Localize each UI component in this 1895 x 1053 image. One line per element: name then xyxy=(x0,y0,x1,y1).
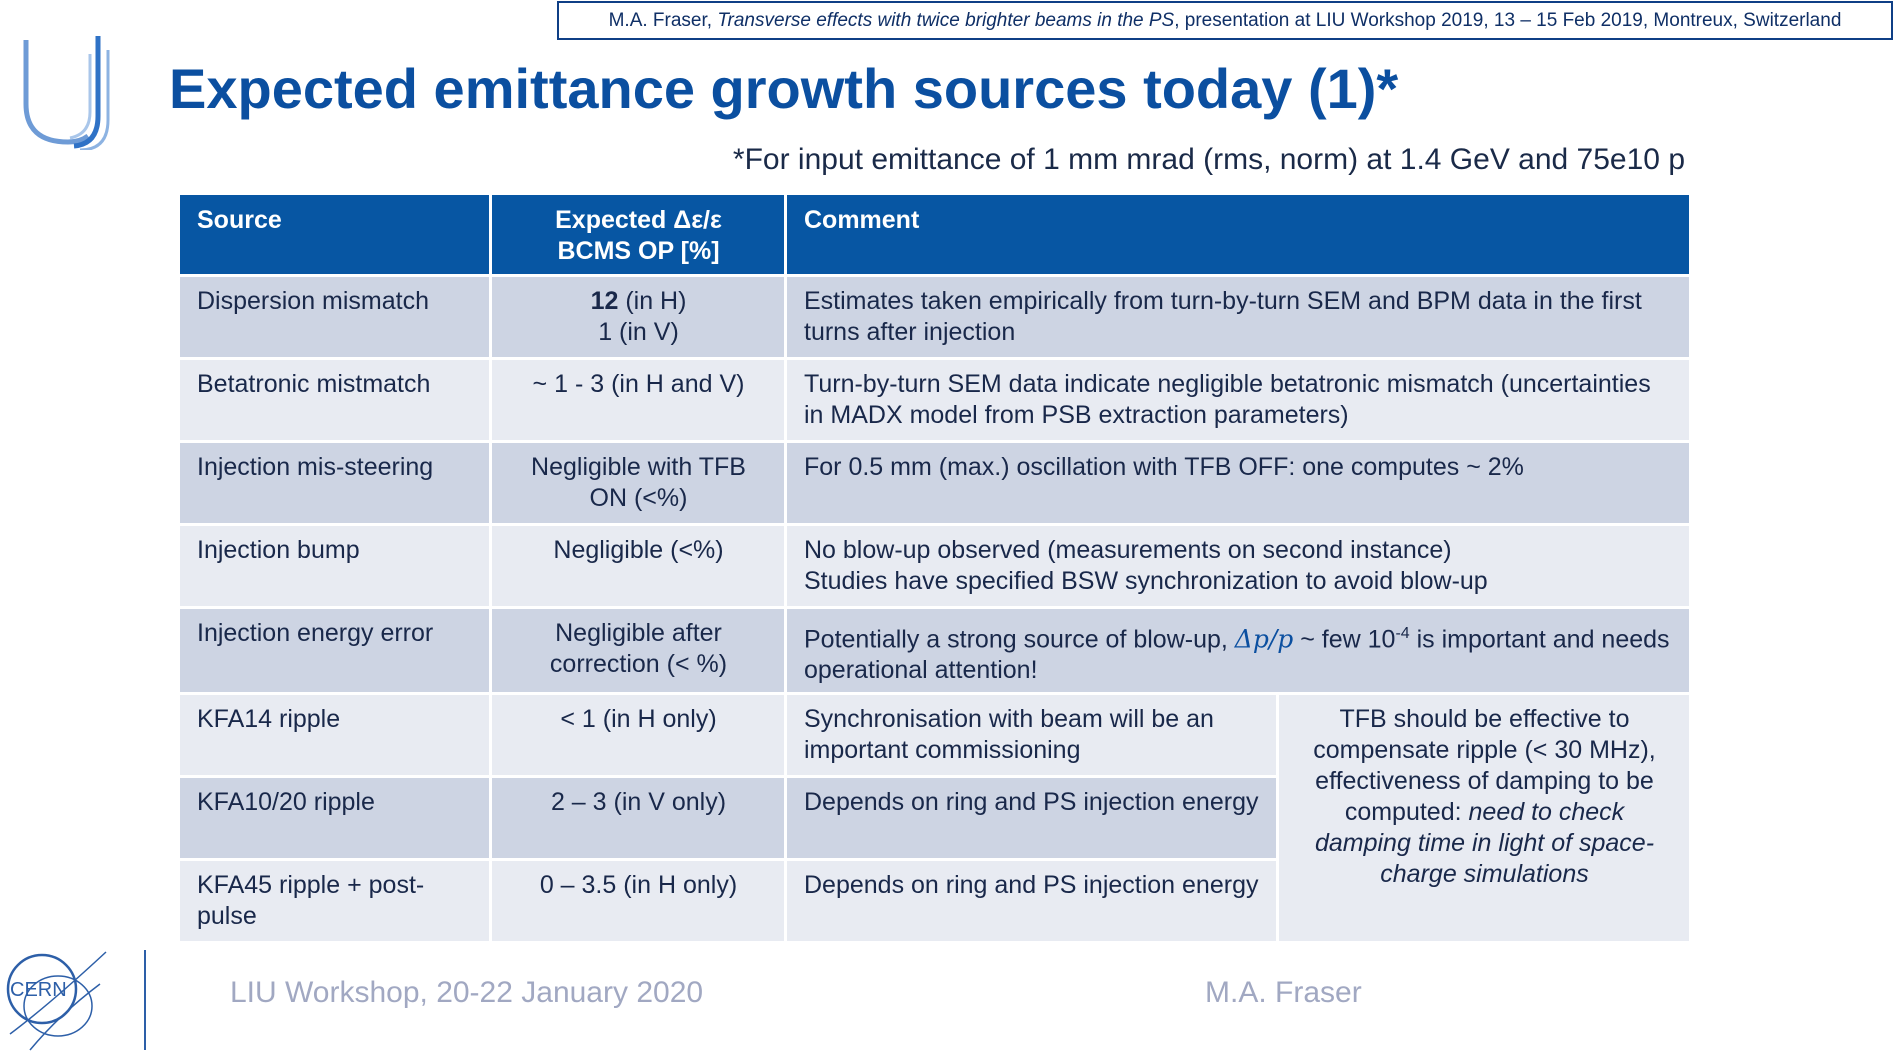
table-row: Injection energy error Negligible after … xyxy=(177,605,1693,696)
row-comment-post: is important and needs operational atten… xyxy=(804,625,1670,685)
table-row: Dispersion mismatch 12 (in H) 1 (in V) E… xyxy=(177,274,1693,360)
row-comment: For 0.5 mm (max.) oscillation with TFB O… xyxy=(783,440,1693,526)
footer-divider xyxy=(144,950,146,1050)
row-expected: < 1 (in H only) xyxy=(489,692,787,779)
row-expected-rest: (in H) xyxy=(618,287,687,315)
header-source: Source xyxy=(177,192,492,277)
row-expected: Negligible (<%) xyxy=(489,523,787,609)
row-source: Dispersion mismatch xyxy=(177,274,492,360)
row-expected: Negligible after correction (< %) xyxy=(489,605,787,696)
emittance-sources-table: Source Expected Δε/ε BCMS OP [%] Comment… xyxy=(177,192,1693,945)
header-expected-line2: BCMS OP [%] xyxy=(557,237,720,265)
row-comment: Estimates taken empirically from turn-by… xyxy=(783,274,1693,360)
cern-logo-text: CERN xyxy=(10,979,67,1001)
row-source: KFA14 ripple xyxy=(177,692,492,779)
reference-citation-box: M.A. Fraser, Transverse effects with twi… xyxy=(557,1,1893,40)
table-row: KFA14 ripple < 1 (in H only) Synchronisa… xyxy=(177,692,1693,945)
footer-author: M.A. Fraser xyxy=(1205,976,1362,1009)
row-comment: Depends on ring and PS injection energy xyxy=(784,858,1279,945)
row-expected: 0 – 3.5 (in H only) xyxy=(489,858,787,945)
row-comment: Turn-by-turn SEM data indicate negligibl… xyxy=(783,357,1693,443)
reference-rest: , presentation at LIU Workshop 2019, 13 … xyxy=(1174,10,1842,31)
merged-comment-italic: need to check damping time in light of s… xyxy=(1314,798,1655,889)
row-comment-math: Δp/p xyxy=(1234,624,1294,654)
header-expected: Expected Δε/ε BCMS OP [%] xyxy=(489,192,787,277)
row-source: Injection mis-steering xyxy=(177,440,492,526)
row-source: Betatronic mistmatch xyxy=(177,357,492,443)
row-expected-bold: 12 xyxy=(590,287,619,315)
table-row: KFA10/20 ripple 2 – 3 (in V only) Depend… xyxy=(177,775,1691,862)
row-source: Injection bump xyxy=(177,523,492,609)
row-comment-pre: Potentially a strong source of blow-up, xyxy=(804,625,1235,654)
row-expected-line2: 1 (in V) xyxy=(598,318,679,346)
row-comment-mid: ~ few 10 xyxy=(1293,625,1396,654)
footer-event: LIU Workshop, 20-22 January 2020 xyxy=(230,976,704,1009)
row-comment: Synchronisation with beam will be an imp… xyxy=(784,692,1279,779)
row-source: Injection energy error xyxy=(177,605,492,696)
row-comment: Potentially a strong source of blow-up, … xyxy=(783,605,1693,696)
table-row: Betatronic mistmatch ~ 1 - 3 (in H and V… xyxy=(177,357,1693,443)
header-expected-line1: Expected Δε/ε xyxy=(555,206,722,234)
table-row: Injection bump Negligible (<%) No blow-u… xyxy=(177,523,1693,609)
row-expected: Negligible with TFB ON (<%) xyxy=(489,440,787,526)
reference-talk-title: Transverse effects with twice brighter b… xyxy=(717,10,1175,31)
row-expected: 2 – 3 (in V only) xyxy=(489,775,787,862)
merged-ripple-comment: TFB should be effective to compensate ri… xyxy=(1275,692,1693,945)
row-comment-line1: No blow-up observed (measurements on sec… xyxy=(804,536,1452,564)
row-comment-sup: -4 xyxy=(1395,625,1410,642)
row-expected: ~ 1 - 3 (in H and V) xyxy=(489,357,787,443)
page-title: Expected emittance growth sources today … xyxy=(169,57,1399,120)
page-subtitle: *For input emittance of 1 mm mrad (rms, … xyxy=(732,143,1685,176)
row-comment: No blow-up observed (measurements on sec… xyxy=(783,523,1693,609)
liu-logo-icon xyxy=(23,36,110,150)
row-comment-line2: Studies have specified BSW synchronizati… xyxy=(804,567,1488,595)
table-row: KFA45 ripple + post-pulse 0 – 3.5 (in H … xyxy=(177,858,1691,945)
merged-comment-plain: TFB should be effective to compensate ri… xyxy=(1313,705,1656,827)
row-comment: Depends on ring and PS injection energy xyxy=(784,775,1279,862)
table-row: Injection mis-steering Negligible with T… xyxy=(177,440,1693,526)
table-header-row: Source Expected Δε/ε BCMS OP [%] Comment xyxy=(177,192,1693,277)
cern-logo-icon: CERN xyxy=(6,951,107,1051)
row-source: KFA10/20 ripple xyxy=(177,775,492,862)
header-comment: Comment xyxy=(783,192,1693,277)
row-source: KFA45 ripple + post-pulse xyxy=(177,858,492,945)
reference-author: M.A. Fraser xyxy=(608,10,707,31)
row-expected: 12 (in H) 1 (in V) xyxy=(489,274,787,360)
